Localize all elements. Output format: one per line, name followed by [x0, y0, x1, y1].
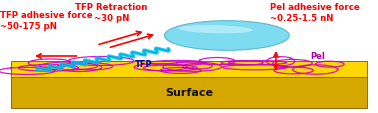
Polygon shape: [11, 61, 367, 77]
Text: TFP adhesive force
~50-175 pN: TFP adhesive force ~50-175 pN: [0, 11, 93, 31]
Text: Pel adhesive force
~0.25-1.5 nN: Pel adhesive force ~0.25-1.5 nN: [270, 3, 360, 23]
Text: TFP Retraction
~30 pN: TFP Retraction ~30 pN: [75, 3, 148, 23]
Ellipse shape: [164, 21, 289, 51]
Text: Pel: Pel: [310, 52, 325, 61]
Ellipse shape: [178, 26, 253, 34]
Text: TFP: TFP: [135, 59, 152, 68]
Text: Surface: Surface: [165, 88, 213, 98]
Polygon shape: [11, 77, 367, 108]
